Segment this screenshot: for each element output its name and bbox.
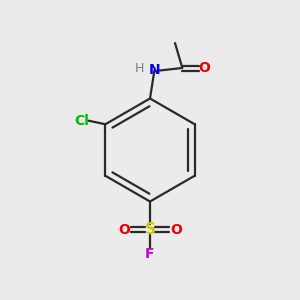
Text: S: S [145,222,155,237]
Text: O: O [118,223,130,236]
Text: N: N [148,64,160,77]
Text: F: F [145,247,155,261]
Text: O: O [198,61,210,75]
Text: Cl: Cl [74,114,89,128]
Text: H: H [134,61,144,75]
Text: O: O [170,223,182,236]
